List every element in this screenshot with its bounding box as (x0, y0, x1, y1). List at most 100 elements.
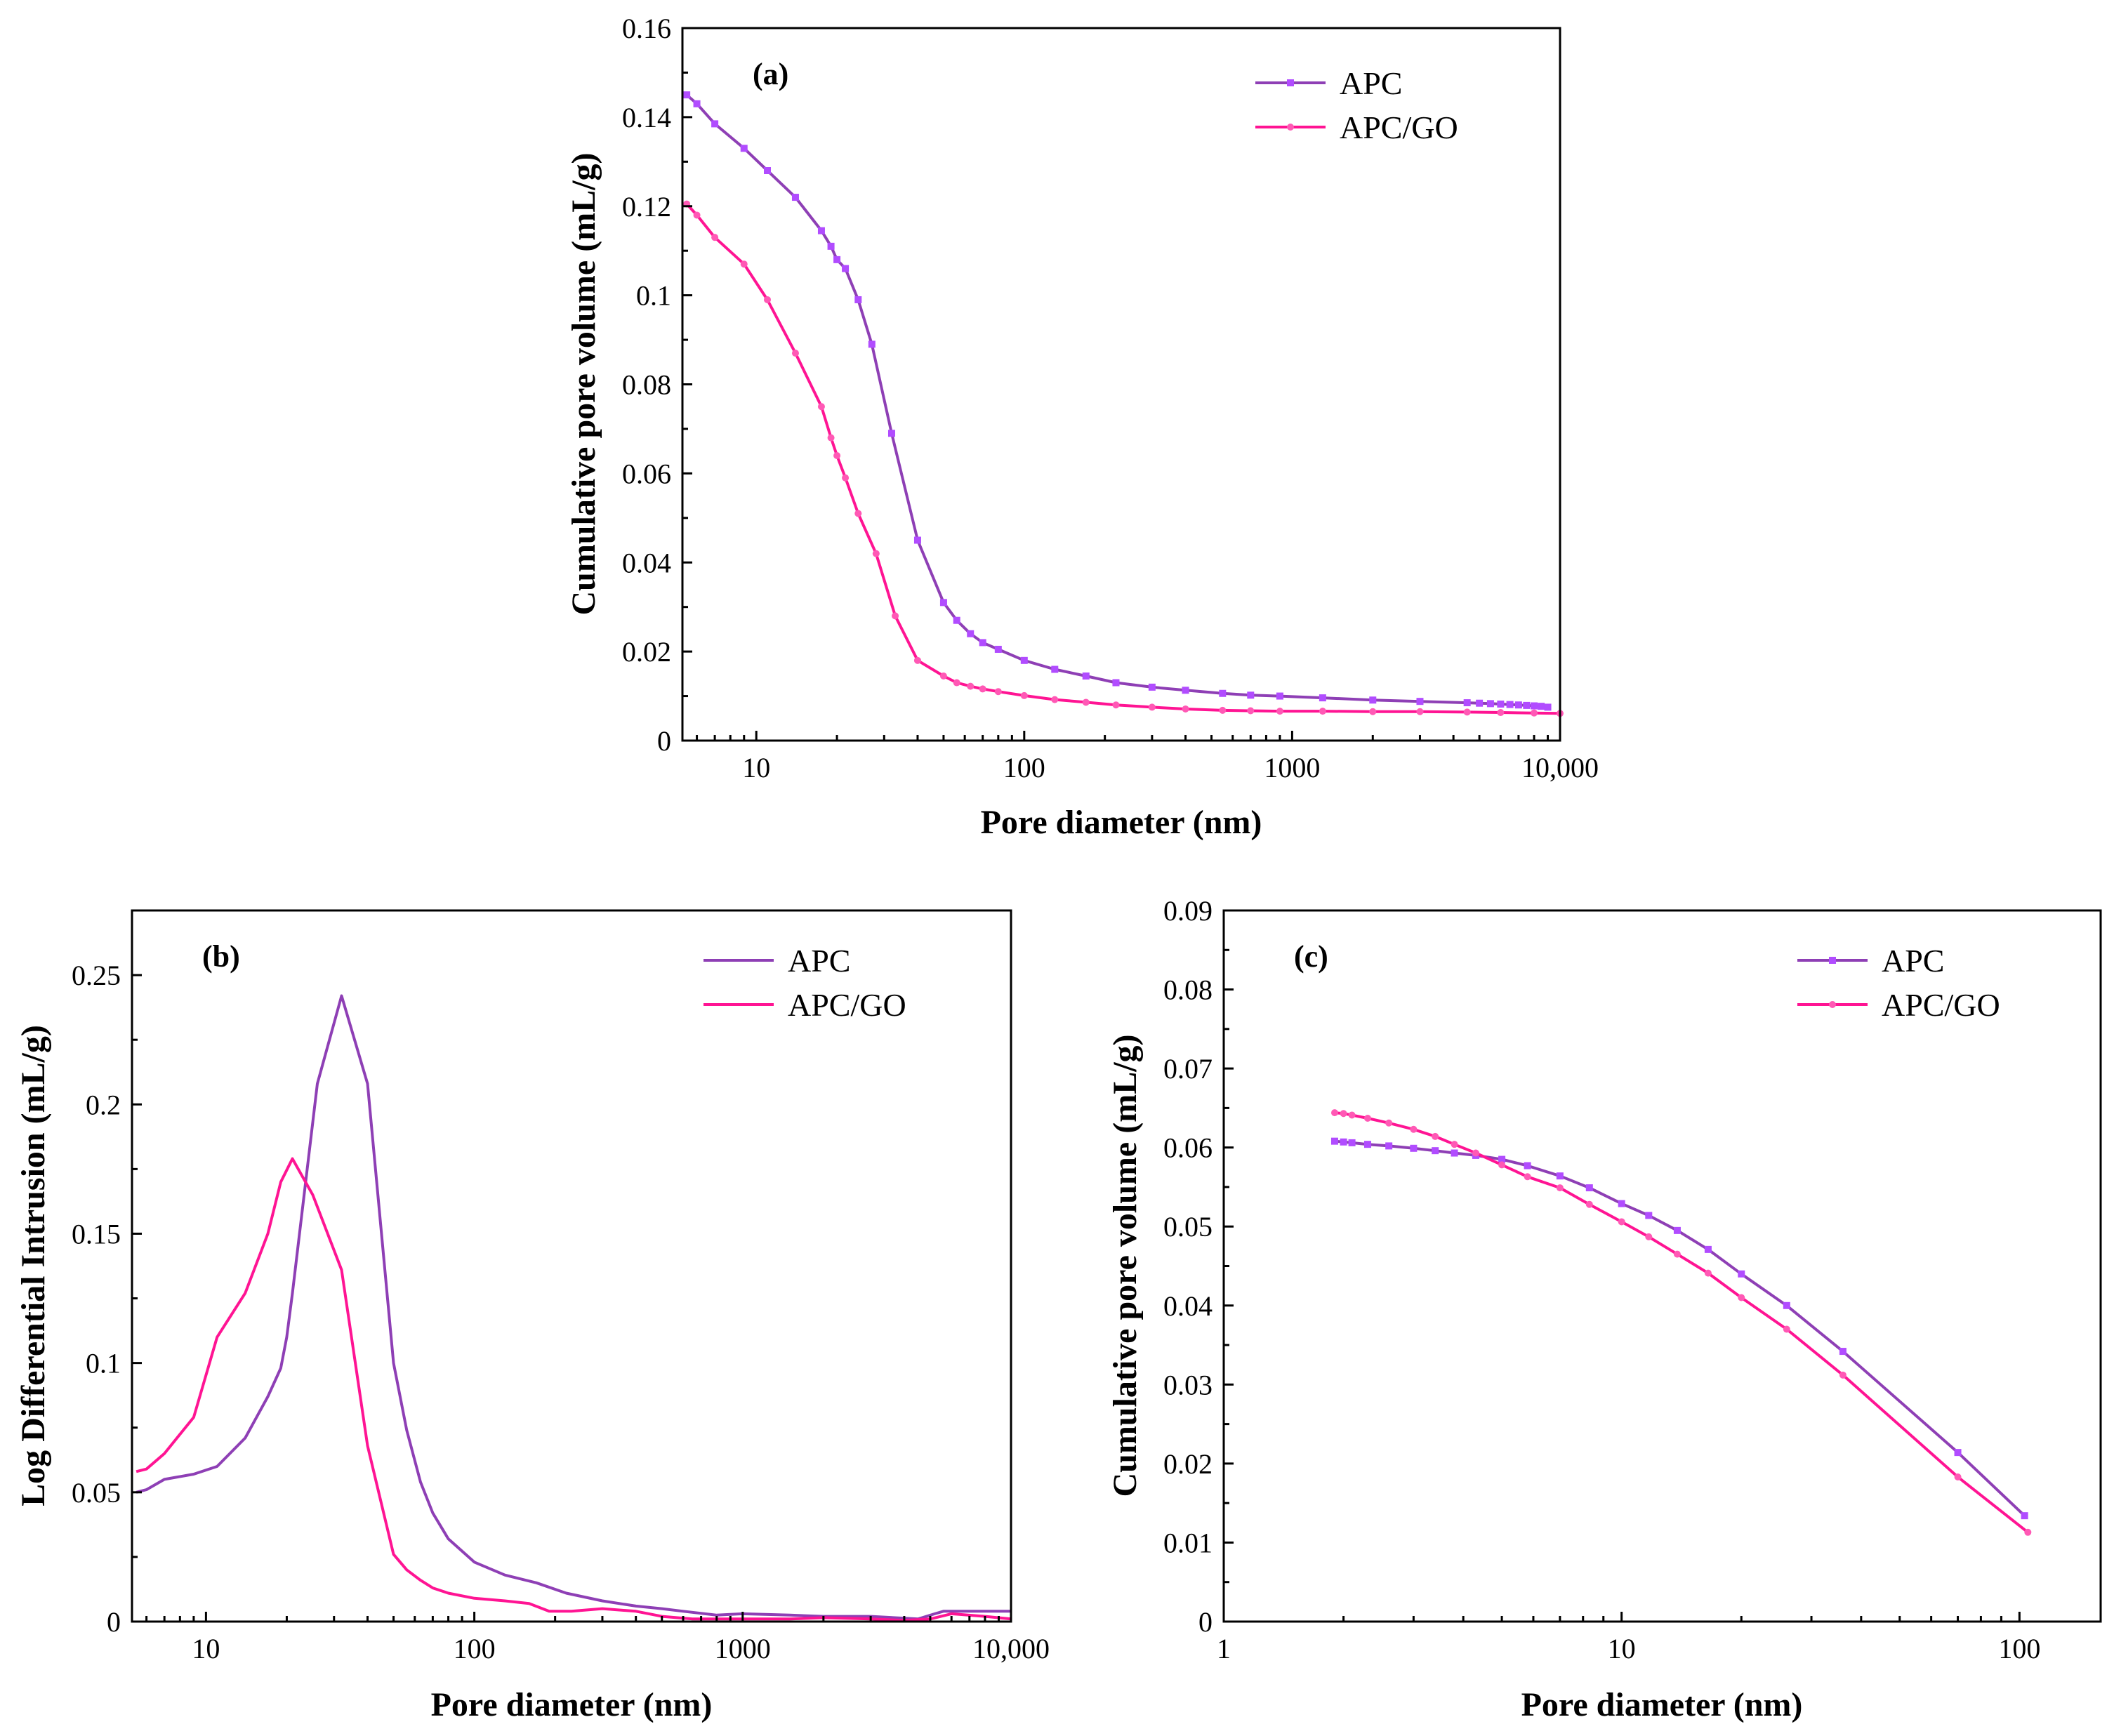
data-point-apc (1738, 1270, 1745, 1278)
y-tick-label: 0.2 (86, 1089, 121, 1120)
panel-b-plot-frame (131, 909, 1012, 1623)
y-tick-label: 0.25 (72, 960, 121, 991)
data-point-apcgo (1385, 1119, 1393, 1127)
data-point-apcgo (892, 612, 899, 620)
panel-c-series (1330, 1109, 2032, 1536)
panel-a-y-axis-label: Cumulative pore volume (mL/g) (565, 152, 602, 615)
data-point-apc (1410, 1144, 1418, 1152)
x-tick-label: 10 (192, 1633, 220, 1664)
panel-a-series (683, 91, 1564, 717)
series-apc-line (685, 93, 1548, 709)
data-point-apc (791, 194, 799, 201)
series-apcgo-line (1334, 1111, 2029, 1534)
data-point-apc (854, 296, 862, 303)
y-tick-label: 0.03 (1163, 1369, 1213, 1400)
series-apc-line (1334, 1139, 2026, 1517)
data-point-apc (1544, 703, 1552, 711)
data-point-apcgo (1585, 1200, 1593, 1208)
data-point-apcgo (939, 672, 947, 680)
data-point-apc (1247, 691, 1255, 699)
data-point-apc (1112, 679, 1120, 687)
data-point-apcgo (1340, 1110, 1347, 1118)
data-point-apc (833, 256, 841, 263)
data-point-apcgo (1432, 1132, 1439, 1140)
data-point-apcgo (1645, 1233, 1653, 1240)
panel-c-ticks: 0 0.01 0.02 0.03 0.04 0.05 0.06 0.07 0.08 0.09 1 10… (1163, 895, 2040, 1664)
data-point-apcgo (791, 350, 799, 357)
y-tick-label: 0.08 (1163, 974, 1213, 1006)
x-tick-label: 1000 (1264, 752, 1320, 783)
data-point-apcgo (1330, 1109, 1338, 1117)
legend-apcgo-label: APC/GO (788, 987, 906, 1023)
data-point-apcgo (1524, 1173, 1531, 1181)
panel-a-label: (a) (753, 57, 788, 91)
data-point-apc (868, 340, 876, 348)
data-point-apcgo (953, 679, 960, 687)
panel-c-x-axis-label: Pore diameter (nm) (1521, 1686, 1803, 1723)
y-tick-label: 0.14 (622, 102, 671, 133)
x-tick-label: 10,000 (1521, 752, 1599, 783)
x-tick-label: 1000 (715, 1633, 771, 1664)
data-point-apc (1463, 699, 1471, 707)
data-point-apc (1531, 702, 1538, 710)
data-point-apcgo (913, 656, 921, 664)
y-tick-label: 0 (657, 725, 671, 757)
data-point-apcgo (833, 452, 841, 459)
panel-c: 0 0.01 0.02 0.03 0.04 0.05 0.06 0.07 0.08 0.09 1 10… (1106, 895, 2102, 1723)
data-point-apc (1219, 689, 1227, 697)
data-point-apcgo (1219, 706, 1227, 714)
legend-apc-label: APC (788, 943, 850, 979)
data-point-apcgo (1051, 696, 1059, 703)
data-point-apc (711, 120, 719, 128)
legend-apc-marker (1287, 79, 1294, 86)
y-tick-label: 0 (1198, 1606, 1213, 1638)
data-point-apcgo (1704, 1269, 1712, 1277)
data-point-apc (1330, 1137, 1338, 1145)
data-point-apc (1363, 1141, 1371, 1148)
data-point-apcgo (1276, 708, 1283, 715)
panel-c-y-axis-label: Cumulative pore volume (mL/g) (1106, 1034, 1144, 1497)
legend-apcgo-label: APC/GO (1882, 987, 2000, 1023)
data-point-apcgo (1463, 708, 1471, 716)
series-apc-line (136, 994, 1011, 1621)
data-point-apcgo (1498, 1161, 1506, 1169)
y-tick-label: 0 (107, 1606, 121, 1638)
panel-a-legend: APC APC/GO (1255, 65, 1458, 145)
y-tick-label: 0.1 (86, 1348, 121, 1379)
data-point-apc (953, 616, 960, 624)
y-tick-label: 0.08 (622, 369, 671, 401)
data-point-apcgo (1738, 1294, 1745, 1301)
data-point-apc (1498, 1155, 1506, 1163)
data-point-apcgo (967, 682, 975, 690)
legend-marker-apc (1829, 957, 1836, 964)
legend-apc-label: APC (1340, 65, 1402, 101)
legend-apc-marker (1829, 957, 1836, 964)
panel-b-series (136, 994, 1012, 1622)
panel-a: 0 0.02 0.04 0.06 0.08 0.1 0.12 0.14 0.16 10 100 100… (565, 13, 1599, 841)
data-point-apcgo (1410, 1125, 1418, 1133)
y-tick-label: 0.06 (1163, 1132, 1213, 1164)
panel-a-x-axis-label: Pore diameter (nm) (981, 804, 1262, 841)
data-point-apc (1538, 703, 1545, 710)
data-point-apc (1348, 1139, 1356, 1146)
data-point-apc (1385, 1142, 1393, 1150)
data-point-apcgo (1363, 1115, 1371, 1122)
data-point-apc (1451, 1149, 1458, 1157)
data-point-apc (1645, 1212, 1653, 1219)
legend-apcgo-marker (1829, 1001, 1836, 1008)
data-point-apc (2021, 1512, 2028, 1520)
legend-marker-apcgo (1829, 1001, 1836, 1008)
y-tick-label: 0.04 (1163, 1290, 1213, 1322)
data-point-apc (1319, 694, 1326, 702)
y-tick-label: 0.04 (622, 547, 671, 578)
data-point-apcgo (764, 296, 772, 303)
data-point-apcgo (1531, 709, 1538, 717)
data-point-apc (1276, 692, 1283, 700)
series-apcgo-line (685, 203, 1561, 715)
data-point-apcgo (1954, 1473, 1962, 1481)
data-point-apc (1506, 701, 1514, 708)
data-point-apc (1524, 1162, 1531, 1170)
x-tick-label: 100 (1998, 1633, 2040, 1664)
data-point-apc (1523, 701, 1531, 709)
